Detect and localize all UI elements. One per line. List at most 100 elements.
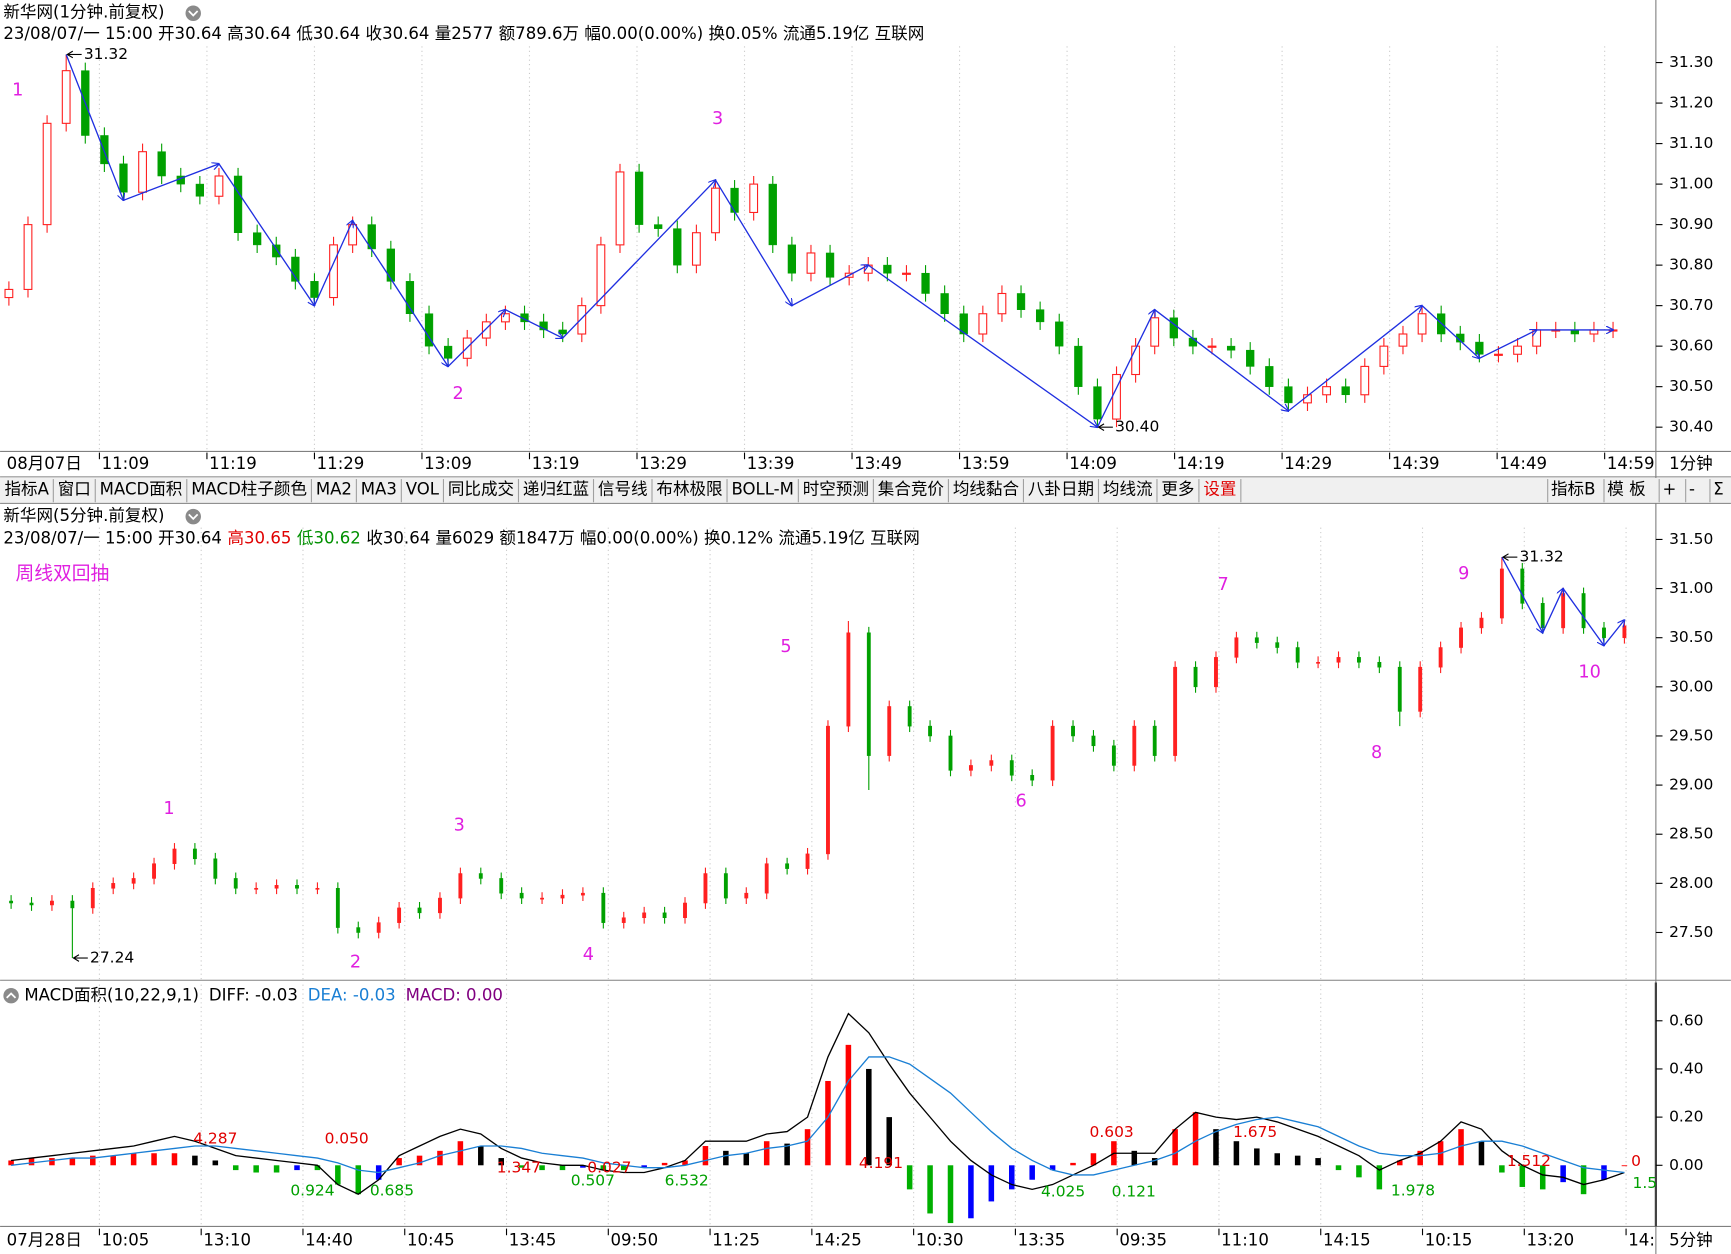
macd-bar xyxy=(1519,1165,1526,1187)
candle-body xyxy=(1071,725,1075,737)
candle-body xyxy=(691,232,701,266)
candle-body xyxy=(1131,345,1141,376)
toolbar: 指标A 窗口 MACD面积 MACD柱子颜色 MA2 MA3 VOL 同比成交 递归红蓝 信号线布… xyxy=(4,479,1724,503)
toolbar-button[interactable]: + xyxy=(1662,480,1676,499)
toolbar-button[interactable]: 指标A xyxy=(4,480,49,499)
candle-body xyxy=(805,853,810,869)
candle-body xyxy=(213,858,218,879)
macd-bar xyxy=(763,1141,770,1166)
macd-bar xyxy=(804,1129,811,1166)
macd-bar xyxy=(437,1150,443,1166)
macd-bar xyxy=(825,1080,831,1166)
candle-body xyxy=(1316,661,1321,664)
y-axis: 0.00 0.20 0.40 0.60 xyxy=(1655,1011,1703,1174)
candle-body xyxy=(1152,725,1157,756)
x-tick-label: 13:09 xyxy=(424,454,472,473)
candle-body xyxy=(1207,345,1217,348)
extreme-pointer xyxy=(66,50,74,59)
wave-label: 5 xyxy=(780,637,791,657)
macd-bar xyxy=(478,1146,484,1166)
x-tick-label: 13:19 xyxy=(532,454,580,473)
toolbar-button[interactable]: 时空预测 xyxy=(803,480,869,499)
macd-bar xyxy=(539,1165,545,1171)
candle-body xyxy=(1532,329,1542,347)
toolbar-button[interactable]: MA2 xyxy=(316,480,352,499)
macd-bar xyxy=(580,1165,586,1168)
candle-body xyxy=(866,632,871,756)
toolbar-button[interactable]: VOL xyxy=(406,480,440,499)
quote-field: 23/08/07/一 15:00 开30.64 xyxy=(3,528,222,547)
macd-bar xyxy=(498,1158,504,1166)
macd-bar xyxy=(1213,1129,1219,1166)
collapse-icon[interactable] xyxy=(3,987,19,1004)
macd-bar xyxy=(927,1165,933,1214)
candle-body xyxy=(1475,341,1484,355)
macd-header: MACD面积(10,22,9,1) DIFF: -0.03 DEA: -0.03 MA… xyxy=(24,985,503,1004)
candle-body xyxy=(634,171,644,225)
candle-body xyxy=(417,907,422,914)
macd-bar xyxy=(682,1160,688,1166)
candle-body xyxy=(1050,725,1055,781)
candle-body xyxy=(1254,637,1259,643)
macd-bar xyxy=(784,1143,790,1166)
candle-body xyxy=(1494,353,1503,356)
area-label: 0 xyxy=(1631,1152,1641,1170)
title: 新华网(5分钟.前复权) xyxy=(3,506,164,525)
toolbar-button[interactable]: Σ xyxy=(1713,480,1723,499)
y-tick-label: 30.70 xyxy=(1669,296,1713,314)
toolbar-button[interactable]: 指标B xyxy=(1551,480,1595,499)
wave-label: 7 xyxy=(1218,575,1229,595)
toolbar-button[interactable]: 同比成交 xyxy=(448,480,514,499)
candle-body xyxy=(683,902,687,919)
y-axis: 27.50 28.00 28.50 29.00 29.50 30.00 30.50 31.00… xyxy=(1655,530,1713,941)
area-label: 0.603 xyxy=(1090,1123,1134,1141)
toolbar-button[interactable]: MACD柱子颜色 xyxy=(191,480,307,499)
candle-body xyxy=(443,345,453,359)
toolbar-button[interactable]: 模 板 xyxy=(1607,480,1645,499)
candle-body xyxy=(254,887,259,890)
candle-body xyxy=(959,313,968,335)
candle-body xyxy=(1091,735,1096,747)
macd-bar xyxy=(600,1165,607,1171)
x-tick-label: 14:49 xyxy=(1499,454,1547,473)
wave-label: 1 xyxy=(12,81,23,101)
quote-info: 23/08/07/一 15:00 开30.64 高30.65 低30.62 收30.6… xyxy=(3,528,919,547)
y-tick-label: 0.00 xyxy=(1669,1156,1703,1174)
dropdown-icon[interactable] xyxy=(185,5,201,21)
toolbar-button[interactable]: MA3 xyxy=(361,480,397,499)
y-tick-label: 30.40 xyxy=(1669,418,1713,436)
candle-body xyxy=(978,313,988,335)
macd-bar xyxy=(457,1141,464,1166)
toolbar-button[interactable]: 八卦日期 xyxy=(1028,480,1094,499)
toolbar-button[interactable]: 布林极限 xyxy=(656,480,722,499)
toolbar-button[interactable]: 窗口 xyxy=(58,480,91,499)
toolbar-button[interactable]: 递归红蓝 xyxy=(523,480,589,499)
candle-body xyxy=(424,313,434,347)
candle-body xyxy=(673,228,682,266)
macd-bar xyxy=(192,1155,198,1166)
macd-bar xyxy=(130,1153,137,1166)
macd-bar xyxy=(396,1158,402,1166)
macd-bar xyxy=(906,1165,913,1190)
candle-body xyxy=(438,897,442,914)
toolbar-button[interactable]: 均线黏合 xyxy=(953,480,1020,499)
toolbar-button[interactable]: 信号线 xyxy=(598,480,648,499)
candle-body xyxy=(233,175,243,233)
toolbar-button[interactable]: BOLL-M xyxy=(731,480,793,499)
candle-body xyxy=(580,892,585,896)
toolbar-button[interactable]: - xyxy=(1689,480,1695,499)
candle-body xyxy=(499,878,504,894)
toolbar-button[interactable]: 均线流 xyxy=(1103,480,1153,499)
dropdown-icon[interactable] xyxy=(185,508,201,525)
candle-body xyxy=(928,725,933,737)
toolbar-button[interactable]: 更多 xyxy=(1161,480,1194,499)
candle-body xyxy=(1173,666,1178,756)
x-tick-label: 13:10 xyxy=(203,1230,251,1249)
toolbar-button[interactable]: MACD面积 xyxy=(100,480,183,499)
macd-bar xyxy=(1621,1165,1628,1167)
candle-body xyxy=(540,897,544,900)
x-tick-label: 13:45 xyxy=(509,1230,557,1249)
toolbar-button[interactable]: 设置 xyxy=(1203,480,1236,499)
candle-body xyxy=(596,244,606,307)
toolbar-button[interactable]: 集合竞价 xyxy=(878,480,945,499)
